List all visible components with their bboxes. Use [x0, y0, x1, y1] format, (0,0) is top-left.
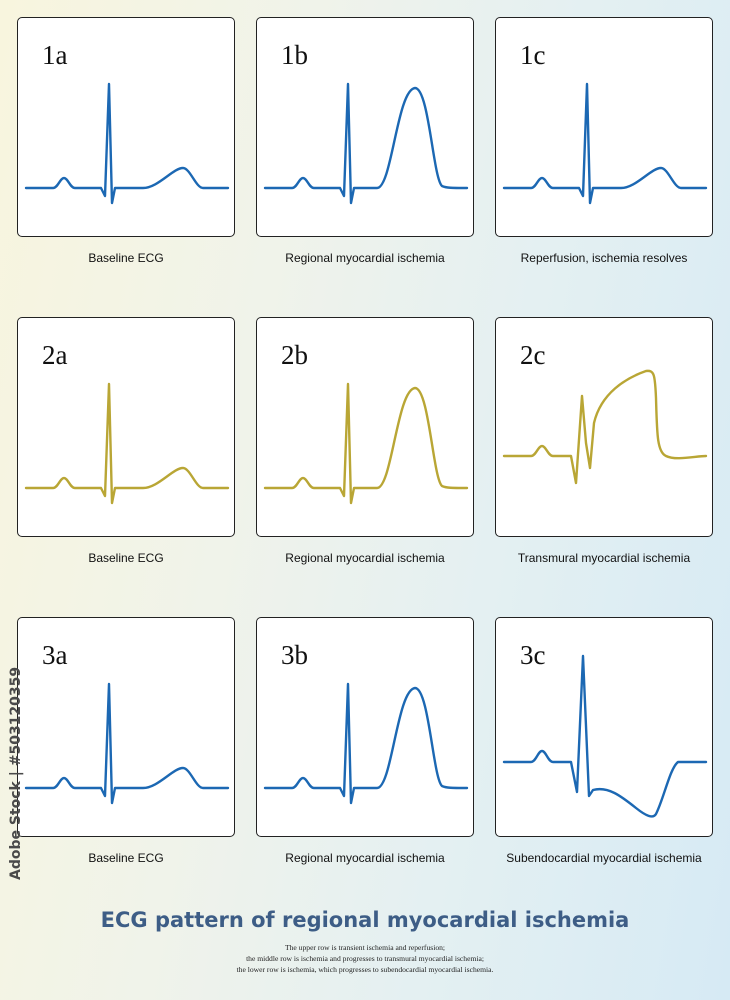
- caption-2a: Baseline ECG: [88, 551, 164, 565]
- ecg-panel-1a: 1a: [17, 17, 235, 237]
- caption-3c: Subendocardial myocardial ischemia: [506, 851, 702, 865]
- ecg-trace-2a: [24, 382, 230, 505]
- stock-id-watermark: Adobe Stock | #503120359: [8, 666, 24, 880]
- caption-3a: Baseline ECG: [88, 851, 164, 865]
- caption-2b: Regional myocardial ischemia: [285, 551, 445, 565]
- caption-1b: Regional myocardial ischemia: [285, 251, 445, 265]
- ecg-panel-1c: 1c: [495, 17, 713, 237]
- ecg-waveform-line: [263, 82, 469, 205]
- ecg-waveform-line: [502, 369, 708, 485]
- ecg-trace-3a: [24, 682, 230, 805]
- ecg-trace-1c: [502, 82, 708, 205]
- ecg-waveform-line: [263, 682, 469, 805]
- ecg-panel-1b: 1b: [256, 17, 474, 237]
- ecg-waveform-line: [502, 654, 708, 818]
- ecg-panel-2c: 2c: [495, 317, 713, 537]
- ecg-trace-1b: [263, 82, 469, 205]
- ecg-waveform-line: [502, 82, 708, 205]
- panel-label: 2b: [281, 340, 308, 370]
- ecg-panel-3b: 3b: [256, 617, 474, 837]
- ecg-trace-3c: [502, 654, 708, 818]
- panel-label: 3b: [281, 640, 308, 670]
- ecg-trace-1a: [24, 82, 230, 205]
- panel-label: 1b: [281, 40, 308, 70]
- caption-1a: Baseline ECG: [88, 251, 164, 265]
- caption-1c: Reperfusion, ischemia resolves: [520, 251, 688, 265]
- description-line-3: the lower row is ischemia, which progres…: [236, 965, 494, 974]
- panel-label: 1a: [42, 40, 68, 70]
- ecg-waveform-line: [263, 382, 469, 505]
- panel-label: 2c: [520, 340, 546, 370]
- caption-3b: Regional myocardial ischemia: [285, 851, 445, 865]
- ecg-waveform-line: [24, 682, 230, 805]
- ecg-panel-3a: 3a: [17, 617, 235, 837]
- ecg-panel-3c: 3c: [495, 617, 713, 837]
- panel-label: 1c: [520, 40, 546, 70]
- panel-label: 2a: [42, 340, 68, 370]
- ecg-waveform-line: [24, 382, 230, 505]
- ecg-trace-2b: [263, 382, 469, 505]
- figure-title: ECG pattern of regional myocardial ische…: [100, 908, 630, 932]
- panel-label: 3a: [42, 640, 68, 670]
- ecg-trace-2c: [502, 369, 708, 485]
- description-line-1: The upper row is transient ischemia and …: [284, 943, 446, 952]
- panel-label: 3c: [520, 640, 546, 670]
- ecg-panel-2b: 2b: [256, 317, 474, 537]
- caption-2c: Transmural myocardial ischemia: [517, 551, 691, 565]
- ecg-panel-2a: 2a: [17, 317, 235, 537]
- ecg-trace-3b: [263, 682, 469, 805]
- ecg-waveform-line: [24, 82, 230, 205]
- description-line-2: the middle row is ischemia and progresse…: [246, 954, 484, 963]
